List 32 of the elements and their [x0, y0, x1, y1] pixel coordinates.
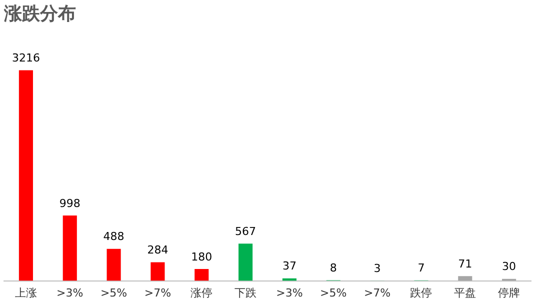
x-tick-label: 跌停 — [410, 286, 432, 300]
data-label: 998 — [59, 196, 80, 210]
x-tick-label: >3% — [276, 286, 303, 300]
data-label: 180 — [191, 250, 212, 264]
x-tick-label: >7% — [364, 286, 391, 300]
bar — [238, 244, 253, 281]
x-tick-label: 停牌 — [498, 286, 520, 300]
chart-title: 涨跌分布 — [3, 3, 76, 24]
data-label: 37 — [282, 260, 296, 273]
x-tick-label: >5% — [100, 286, 128, 300]
data-label: 30 — [502, 260, 516, 274]
data-label: 8 — [330, 262, 337, 275]
data-label: 7 — [418, 262, 425, 275]
x-tick-label: >3% — [56, 286, 84, 300]
bar — [106, 248, 121, 281]
bar — [18, 70, 33, 281]
bar — [62, 215, 77, 281]
x-tick-label: 上涨 — [14, 286, 37, 300]
bar — [150, 262, 165, 281]
x-tick-label: >7% — [144, 286, 172, 300]
bar — [194, 269, 209, 281]
data-label: 3 — [374, 262, 381, 275]
x-tick-label: >5% — [320, 286, 347, 300]
data-label: 284 — [147, 244, 168, 257]
data-label: 488 — [103, 230, 124, 244]
x-tick-label: 平盘 — [454, 286, 476, 300]
data-label: 3216 — [12, 52, 40, 65]
data-label: 71 — [458, 258, 472, 271]
x-tick-label: 下跌 — [234, 286, 257, 300]
x-tick-label: 涨停 — [190, 286, 213, 300]
bar — [458, 276, 472, 281]
data-label: 567 — [235, 225, 256, 238]
